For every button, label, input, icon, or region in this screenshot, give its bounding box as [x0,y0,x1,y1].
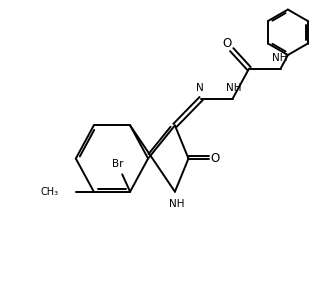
Text: O: O [211,152,220,165]
Text: N: N [196,83,204,94]
Text: O: O [222,37,231,50]
Text: CH₃: CH₃ [40,187,58,197]
Text: NH: NH [272,53,288,63]
Text: Br: Br [112,159,123,169]
Text: NH: NH [226,83,241,94]
Text: NH: NH [169,199,184,209]
